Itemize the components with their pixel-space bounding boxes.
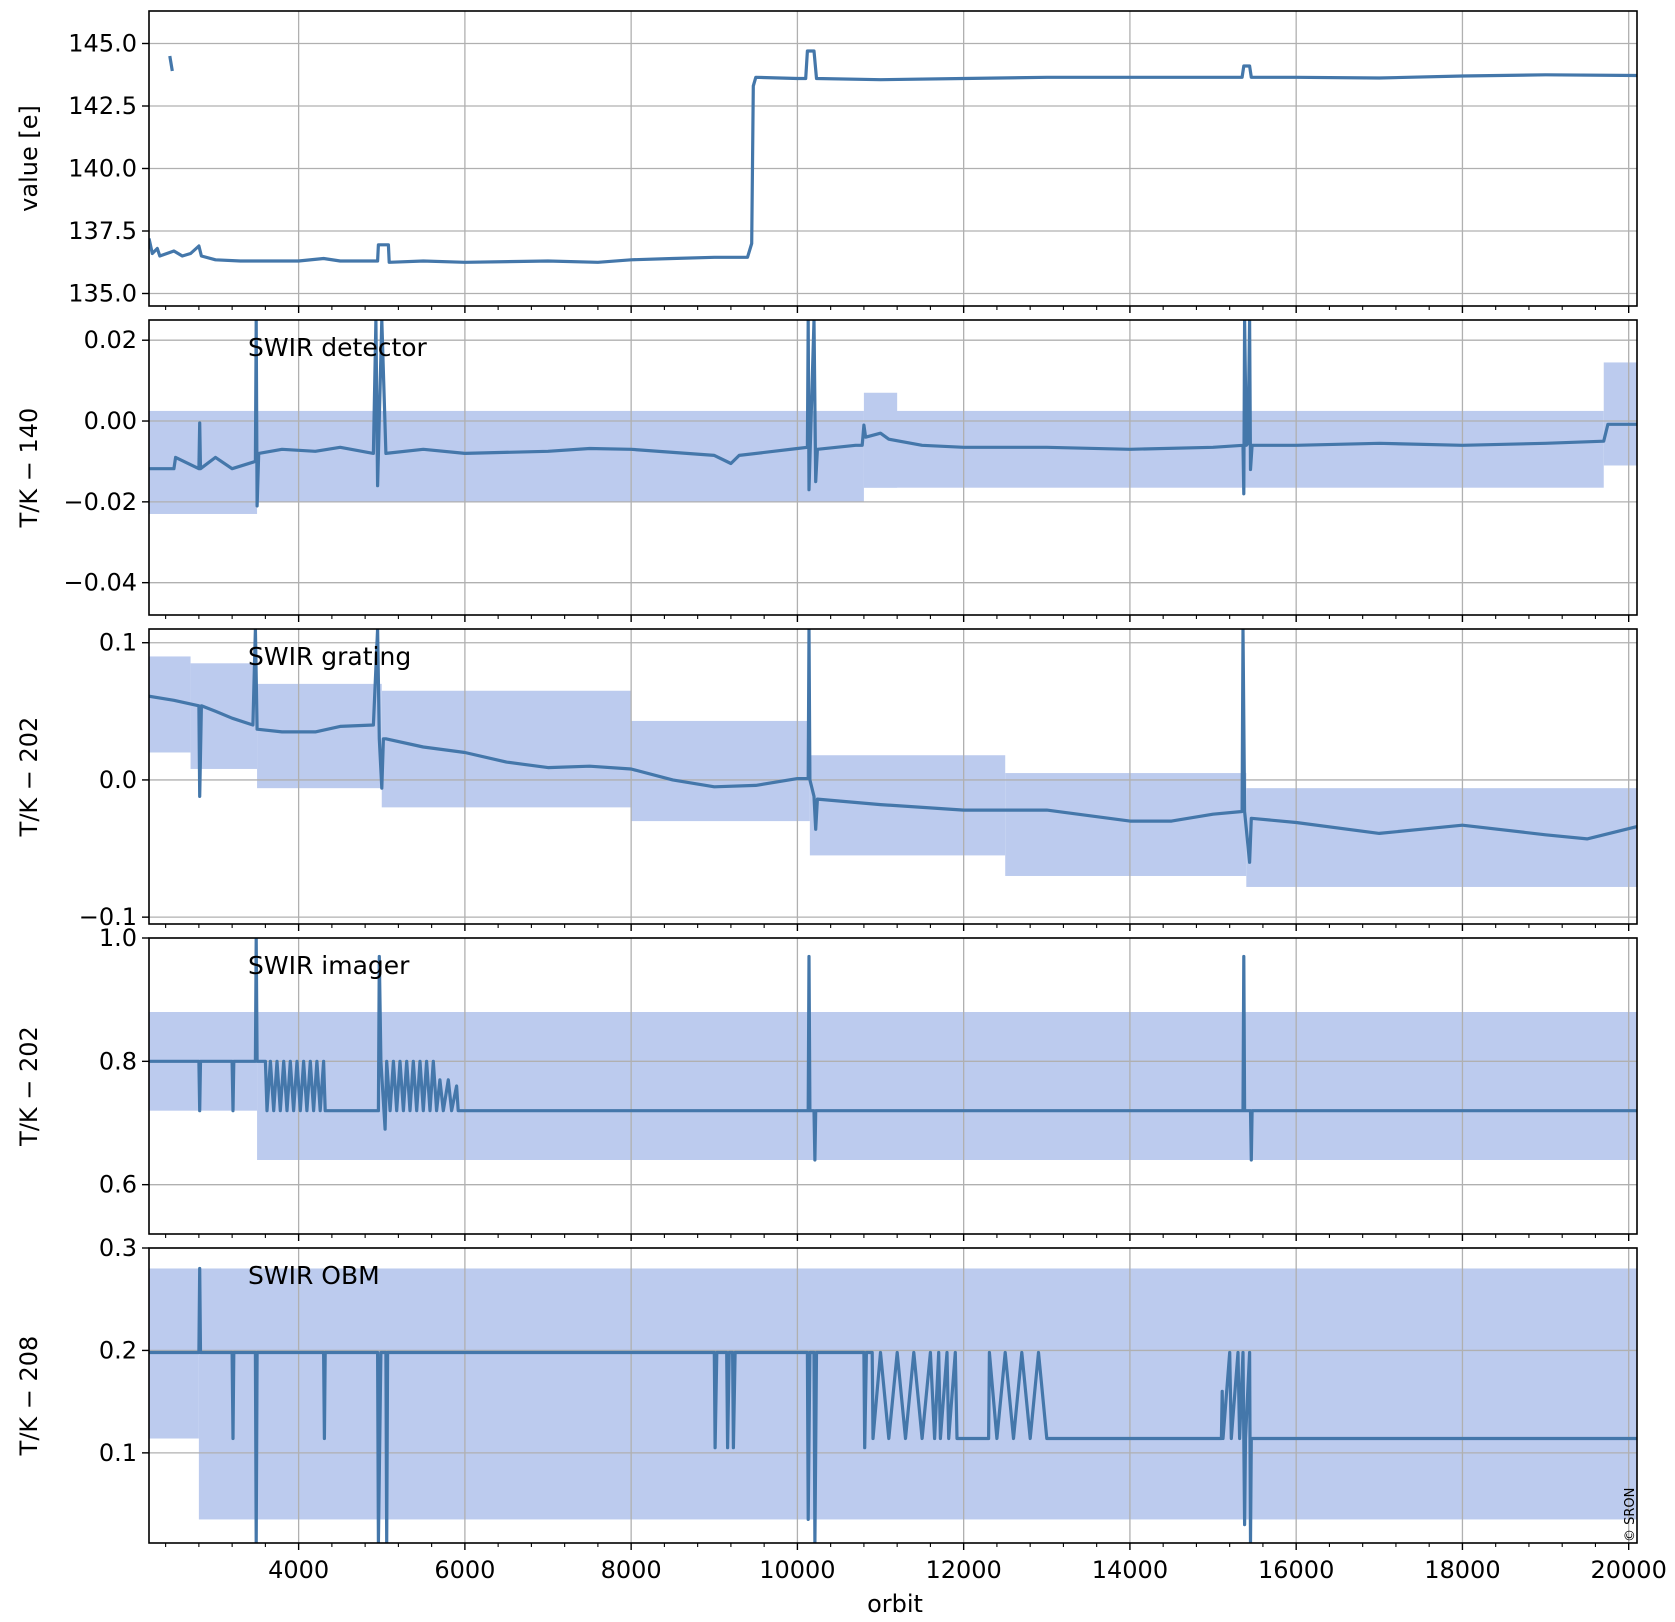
panel-annotation: SWIR grating: [248, 642, 411, 671]
uncertainty-band: [863, 410, 1604, 488]
y-axis-label: T/K − 208: [15, 1336, 43, 1457]
y-tick-label: −0.02: [63, 488, 137, 516]
x-axis-label: orbit: [867, 1590, 923, 1618]
y-tick-label: 0.00: [84, 407, 137, 435]
axes-frame: [148, 1247, 1638, 1544]
y-tick-label: 0.2: [99, 1336, 137, 1364]
axes-frame: [148, 10, 1638, 307]
panel-5: 0.1 0.2 0.3 T/K − 208 SWIR OBM 4000 6000 8000 10…: [15, 1234, 1667, 1584]
y-tick-label: 0.8: [99, 1047, 137, 1075]
series-group: [149, 320, 1637, 508]
uncertainty-band: [149, 656, 191, 753]
series-group: [149, 49, 1637, 264]
credit-text: © SRON: [1623, 1488, 1638, 1542]
panel-annotation: SWIR imager: [248, 951, 410, 980]
axes-frame: [148, 319, 1638, 616]
panel-annotation: SWIR detector: [248, 333, 428, 362]
y-tick-label: 0.1: [99, 1439, 137, 1467]
series-line: [149, 629, 1637, 864]
panel-3: −0.1 0.0 0.1 T/K − 202 SWIR grating: [15, 628, 1638, 931]
panel-annotation: SWIR OBM: [248, 1261, 380, 1290]
axes-frame: [148, 937, 1638, 1235]
y-axis-label: value [e]: [15, 105, 43, 212]
y-axis-label: T/K − 140: [15, 408, 43, 529]
y-tick-label: −0.1: [79, 903, 137, 931]
x-tick-label: 12000: [925, 1556, 1001, 1584]
axes-frame: [148, 628, 1638, 925]
y-tick-label: 140.0: [68, 155, 137, 183]
panel-4: 0.6 0.8 1.0 T/K − 202 SWIR imager: [15, 924, 1638, 1241]
y-tick-label: 137.5: [68, 217, 137, 245]
series-group: [149, 938, 1637, 1162]
series-line: [149, 320, 1637, 508]
series-line: [149, 49, 1637, 264]
uncertainty-band: [257, 1012, 1637, 1160]
uncertainty-band: [257, 410, 864, 502]
y-axis-label: T/K − 202: [15, 717, 43, 838]
y-tick-label: 0.1: [99, 629, 137, 657]
x-tick-label: 10000: [759, 1556, 835, 1584]
y-tick-label: 0.02: [84, 326, 137, 354]
series-line: [149, 1266, 1637, 1543]
y-axis-label: T/K − 202: [15, 1026, 43, 1147]
x-tick-label: 6000: [434, 1556, 495, 1584]
y-tick-label: 0.0: [99, 766, 137, 794]
y-tick-label: 145.0: [68, 30, 137, 58]
band-group: [149, 362, 1637, 514]
x-tick-label: 18000: [1424, 1556, 1500, 1584]
x-tick-label: 14000: [1092, 1556, 1168, 1584]
uncertainty-band: [1005, 773, 1247, 876]
uncertainty-band: [631, 720, 810, 822]
y-tick-label: 135.0: [68, 280, 137, 308]
uncertainty-band: [381, 690, 632, 808]
y-tick-label: 0.6: [99, 1171, 137, 1199]
band-group: [149, 656, 1637, 887]
y-tick-label: 1.0: [99, 924, 137, 952]
x-tick-label: 4000: [268, 1556, 329, 1584]
panel-2: −0.04 −0.02 0.00 0.02 T/K − 140 SWIR detector: [15, 319, 1638, 622]
series-group: [149, 1266, 1637, 1543]
y-tick-label: −0.04: [63, 569, 137, 597]
uncertainty-band: [257, 683, 382, 789]
band-group: [149, 1012, 1637, 1160]
x-tick-label: 20000: [1591, 1556, 1667, 1584]
panel-1: 135.0 137.5 140.0 142.5 145.0 value [e]: [15, 10, 1638, 313]
uncertainty-band: [1603, 362, 1637, 466]
x-tick-label: 8000: [601, 1556, 662, 1584]
y-tick-label: 0.3: [99, 1234, 137, 1262]
series-group: [149, 629, 1637, 864]
y-tick-label: 142.5: [68, 92, 137, 120]
uncertainty-band: [149, 410, 258, 514]
series-line: [149, 938, 1637, 1162]
x-tick-label: 16000: [1258, 1556, 1334, 1584]
